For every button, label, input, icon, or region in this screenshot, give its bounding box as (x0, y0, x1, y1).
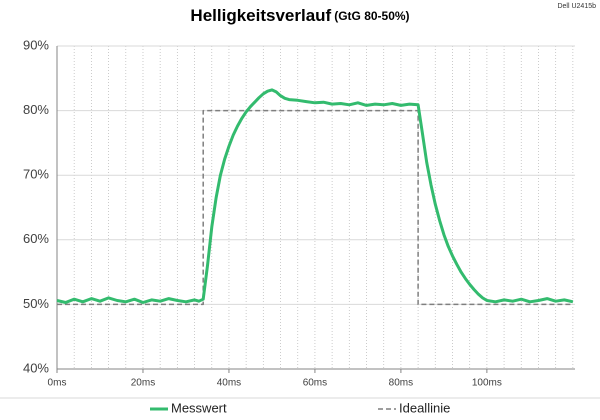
legend-label: Messwert (171, 400, 227, 415)
y-tick-label: 60% (23, 231, 49, 246)
x-tick-label: 0ms (48, 378, 67, 389)
series-line (56, 88, 574, 304)
legend-label: Ideallinie (399, 400, 450, 415)
series-line (57, 109, 573, 306)
y-tick-label: 70% (23, 167, 49, 182)
y-tick-label: 50% (23, 296, 49, 311)
x-tick-label: 100ms (472, 378, 502, 389)
x-tick-label: 40ms (217, 378, 241, 389)
x-tick-label: 80ms (389, 378, 413, 389)
subtitle: (GtG 80-50%) (334, 9, 409, 23)
annotation: Dell U2415b (557, 3, 596, 10)
chart-title: Helligkeitsverlauf (GtG 80-50%) (190, 6, 409, 25)
y-tick-label: 40% (23, 360, 49, 375)
x-tick-label: 60ms (303, 378, 327, 389)
title: Helligkeitsverlauf (190, 6, 331, 25)
y-tick-label: 90% (23, 37, 49, 52)
y-tick-label: 80% (23, 102, 49, 117)
x-tick-label: 20ms (131, 378, 155, 389)
